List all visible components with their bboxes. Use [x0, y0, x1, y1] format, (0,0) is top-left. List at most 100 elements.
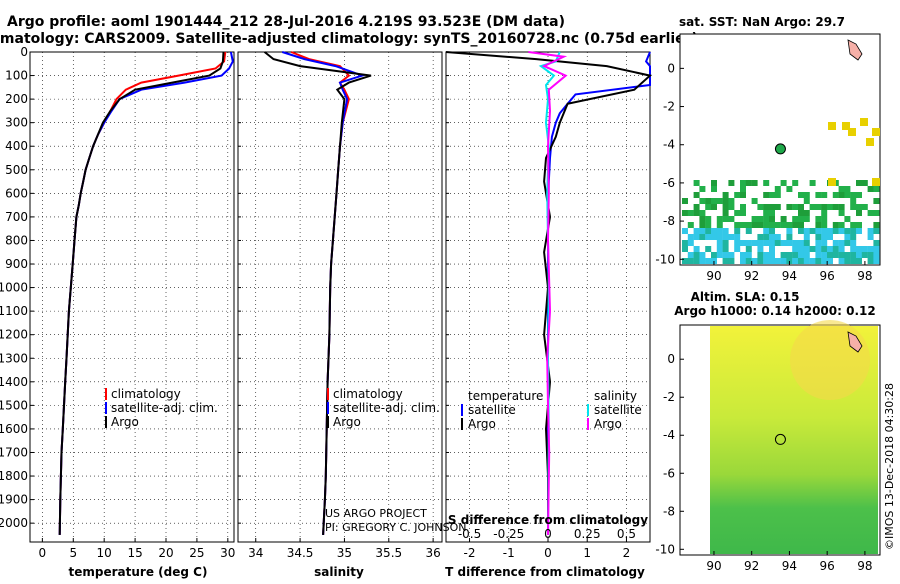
sst-cell: [722, 198, 729, 204]
sst-cell: [803, 192, 810, 198]
legend-temp-title: temperature: [468, 389, 543, 403]
sst-cell: [828, 178, 836, 186]
y-tick-label: 900: [5, 257, 28, 271]
sst-cell: [740, 180, 746, 186]
sst-cell: [873, 252, 880, 258]
map-y-tick-label: -10: [655, 542, 675, 556]
x-tick-label: 5: [69, 546, 77, 560]
sst-cell: [728, 234, 735, 240]
panel-frame: [29, 51, 235, 543]
sst-cell: [803, 240, 810, 246]
y-tick-label: 1600: [0, 422, 28, 436]
sst-cell: [716, 228, 723, 234]
sst-map: 90 92 94 96 98 0 -2 -4 -6 -8 -10: [655, 33, 881, 283]
sst-cell: [850, 204, 857, 210]
sst-cell: [873, 198, 880, 204]
sst-cell: [860, 118, 868, 126]
sst-cell: [774, 258, 781, 264]
sst-cell: [832, 192, 839, 198]
sst-cell: [821, 228, 828, 234]
sst-cell: [722, 216, 729, 222]
map-x-tick-label: 90: [706, 269, 721, 283]
sst-cell: [815, 216, 822, 222]
sst-cell: [699, 258, 706, 264]
y-tick-label: 800: [5, 233, 28, 247]
sst-cell: [798, 252, 804, 258]
y-tick-label: 400: [5, 139, 28, 153]
sst-cell: [728, 180, 735, 186]
profile-plots: 0 5 10 15 20 25 300100200300400500600700800900…: [0, 45, 653, 560]
diff-s-tick-label: 0.5: [617, 527, 636, 541]
sst-cell: [861, 204, 868, 210]
y-tick-label: 100: [5, 69, 28, 83]
sst-cell: [757, 216, 764, 222]
map-x-tick-label: 94: [782, 559, 797, 573]
sst-cell: [722, 252, 729, 258]
sst-cell: [786, 186, 793, 192]
diff-s-tick-label: -0.5: [458, 527, 481, 541]
sst-cell: [682, 246, 688, 252]
sst-cell: [821, 216, 828, 222]
sst-cell: [867, 246, 874, 252]
sst-cell: [740, 204, 746, 210]
y-tick-label: 1000: [0, 281, 28, 295]
y-tick-label: 1700: [0, 445, 28, 459]
sst-cell: [832, 240, 839, 246]
sst-cell: [827, 228, 833, 234]
sst-cell: [821, 246, 828, 252]
sst-cell: [815, 222, 822, 228]
sla-map-title-2: Argo h1000: 0.14 h2000: 0.12: [674, 304, 875, 318]
map-x-tick-label: 96: [820, 559, 835, 573]
sst-cell: [844, 240, 851, 246]
map-x-tick-label: 96: [820, 269, 835, 283]
diff-s-tick-label: 0.25: [574, 527, 601, 541]
sst-cell: [803, 228, 810, 234]
x-tick-label: 2: [623, 546, 631, 560]
sst-cell: [872, 178, 880, 186]
sst-cell: [828, 122, 836, 130]
diff-s-xlabel: S difference from climatology: [448, 513, 648, 527]
sst-cell: [699, 234, 706, 240]
sst-cell: [780, 180, 787, 186]
sst-cell: [821, 192, 828, 198]
sst-cell: [815, 192, 822, 198]
y-tick-label: 1300: [0, 351, 28, 365]
sst-cell: [809, 246, 816, 252]
sst-cell: [832, 222, 839, 228]
sst-cell: [716, 216, 723, 222]
sst-cell: [763, 216, 770, 222]
sst-cell: [693, 258, 700, 264]
sst-cell: [780, 258, 787, 264]
sst-cell: [722, 246, 729, 252]
sst-cell: [682, 198, 688, 204]
sst-cell: [873, 246, 880, 252]
y-tick-label: 1500: [0, 398, 28, 412]
sst-cell: [809, 228, 816, 234]
sst-cell: [815, 240, 822, 246]
sst-cell: [844, 228, 851, 234]
legend-sal-title: salinity: [594, 389, 637, 403]
sst-cell: [798, 216, 804, 222]
sst-cell: [769, 258, 775, 264]
sst-cell: [711, 204, 717, 210]
sst-cell: [705, 204, 712, 210]
sst-cell: [682, 258, 688, 264]
sst-cell: [769, 246, 775, 252]
sst-cell: [734, 228, 741, 234]
panel-temperature: 0 5 10 15 20 25 300100200300400500600700800900…: [0, 45, 235, 560]
sst-cell: [844, 192, 851, 198]
sst-cell: [722, 210, 729, 216]
sst-cell: [832, 228, 839, 234]
sst-cell: [722, 234, 729, 240]
series-argo: [58, 51, 225, 535]
sst-cell: [774, 222, 781, 228]
sst-cell: [763, 252, 770, 258]
sst-cell: [716, 198, 723, 204]
y-tick-label: 1100: [0, 304, 28, 318]
sst-cell: [821, 222, 828, 228]
sst-cell: [745, 252, 752, 258]
salinity-xlabel: salinity: [314, 565, 364, 579]
sst-cell: [792, 216, 799, 222]
sst-cell: [682, 228, 688, 234]
sst-map-title: sat. SST: NaN Argo: 29.7: [679, 15, 845, 29]
